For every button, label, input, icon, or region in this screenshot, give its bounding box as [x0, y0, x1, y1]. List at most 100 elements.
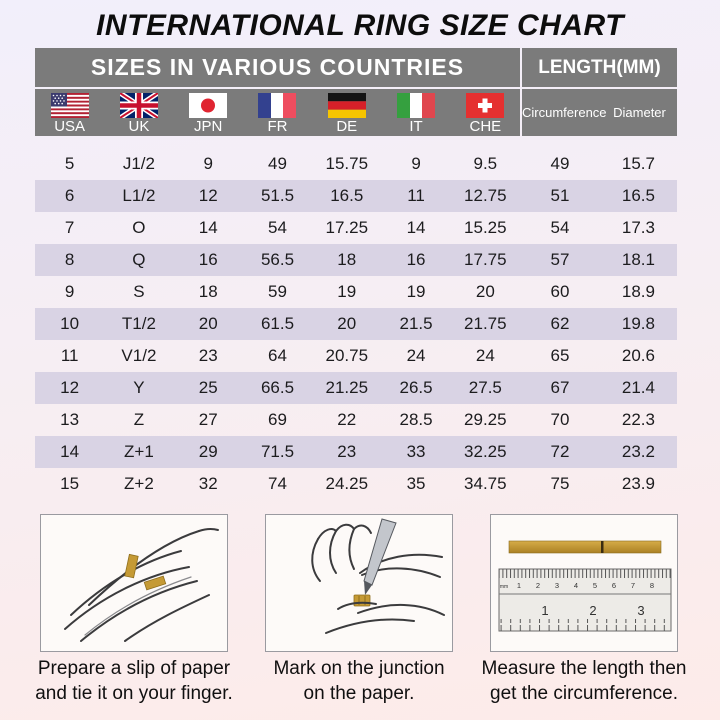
france-flag-icon: [258, 92, 297, 118]
ruler-inch-number: 1: [541, 603, 548, 618]
table-cell: 12.75: [464, 186, 507, 205]
ruler-measure-illustration: mm 1 2 3 4 5 6 7 8 1 2 3: [498, 540, 672, 632]
table-cell: 10: [60, 314, 80, 333]
table-row: 11 V1/2 23 64 20.75 24 24 65 20.6: [35, 340, 677, 372]
table-cell: 49: [550, 154, 570, 173]
table-cell: 23: [337, 442, 357, 461]
uk-flag-icon: [119, 92, 158, 118]
column-label-circumference: Circumference: [522, 105, 607, 120]
table-cell: 22: [337, 410, 357, 429]
ruler-cm-number: 8: [650, 581, 654, 590]
ruler-cm-number: 7: [631, 581, 635, 590]
table-cell: 33: [406, 442, 426, 461]
table-cell: 23: [198, 346, 218, 365]
table-cell: Z+2: [124, 474, 154, 493]
table-cell: 28.5: [399, 410, 433, 429]
column-label-usa: USA: [54, 117, 86, 135]
column-label-uk: UK: [128, 117, 150, 135]
table-row: 10 T1/2 20 61.5 20 21.5 21.75 62 19.8: [35, 308, 677, 340]
table-cell: 34.75: [464, 474, 507, 493]
table-cell: 14: [60, 442, 80, 461]
japan-flag-icon: [189, 92, 228, 118]
instruction-caption-2: Mark on the junction on the paper.: [239, 656, 479, 706]
length-group-header: LENGTH(MM): [522, 48, 677, 87]
table-cell: 71.5: [260, 442, 295, 461]
table-cell: 19: [337, 282, 357, 301]
table-cell: 9: [64, 282, 75, 301]
column-label-diameter: Diameter: [613, 105, 666, 120]
table-cell: 12: [60, 378, 80, 397]
countries-group-label: SIZES IN VARIOUS COUNTRIES: [90, 54, 465, 80]
table-cell: 65: [550, 346, 570, 365]
table-cell: 5: [64, 154, 75, 173]
column-header-jpn: JPN: [174, 91, 243, 135]
table-cell: 22.3: [621, 410, 655, 429]
table-cell: 9.5: [473, 154, 498, 173]
table-cell: 20: [475, 282, 495, 301]
instruction-caption-1: Prepare a slip of paper and tie it on yo…: [14, 656, 254, 706]
table-cell: 16.5: [330, 186, 364, 205]
column-header-de: DE: [312, 91, 381, 135]
length-group-label: LENGTH(MM): [538, 56, 661, 78]
column-header-fr: FR: [243, 91, 312, 135]
column-header-usa: USA: [35, 91, 104, 135]
table-cell: 24.25: [325, 474, 369, 493]
table-cell: 12: [198, 186, 218, 205]
table-cell: 16: [406, 250, 426, 269]
table-cell: 61.5: [260, 314, 295, 333]
italy-flag-icon: [397, 92, 436, 118]
table-row: 15 Z+2 32 74 24.25 35 34.75 75 23.9: [35, 468, 677, 500]
table-cell: 6: [64, 186, 75, 205]
instruction-box-1: [40, 514, 228, 652]
table-cell: 51.5: [260, 186, 295, 205]
column-label-che: CHE: [469, 117, 502, 135]
table-cell: L1/2: [122, 186, 156, 205]
table-cell: 15.75: [325, 154, 369, 173]
caption-line: on the paper.: [303, 683, 415, 704]
ruler-cm-number: 6: [612, 581, 616, 590]
caption-line: and tie it on your finger.: [35, 683, 233, 704]
ruler-inch-number: 2: [589, 603, 596, 618]
table-cell: 23.9: [621, 474, 655, 493]
paper-strip-piece: [143, 575, 167, 591]
caption-line: Mark on the junction: [273, 658, 445, 679]
usa-flag-icon: [50, 92, 89, 118]
table-cell: 29.25: [464, 410, 507, 429]
column-label-it: IT: [409, 117, 423, 135]
table-cell: Q: [132, 250, 146, 269]
table-cell: 27.5: [468, 378, 502, 397]
ruler-cm-number: 4: [574, 581, 578, 590]
table-cell: 9: [203, 154, 213, 173]
table-cell: 16.5: [621, 186, 655, 205]
table-cell: S: [133, 282, 145, 301]
table-cell: 57: [550, 250, 570, 269]
table-row: 8 Q 16 56.5 18 16 17.75 57 18.1: [35, 244, 677, 276]
pen-tip: [364, 581, 372, 595]
ruler-cm-number: 1: [517, 581, 521, 590]
paper-strip-on-finger: [353, 594, 371, 607]
table-cell: 49: [268, 154, 287, 173]
table-cell: 20.75: [325, 346, 369, 365]
table-cell: J1/2: [122, 154, 155, 173]
table-row: 6 L1/2 12 51.5 16.5 11 12.75 51 16.5: [35, 180, 677, 212]
table-cell: 69: [268, 410, 287, 429]
table-cell: 7: [64, 218, 75, 237]
table-cell: 15.7: [621, 154, 655, 173]
table-cell: 11: [407, 186, 425, 205]
measured-paper-strip: [508, 540, 662, 554]
ruler-inch-number: 3: [637, 603, 644, 618]
column-label-de: DE: [336, 117, 358, 135]
column-label-fr: FR: [267, 117, 288, 135]
switzerland-flag-icon: [466, 92, 505, 118]
table-cell: 20: [198, 314, 218, 333]
table-cell: 66.5: [260, 378, 295, 397]
junction-mark: [601, 541, 604, 553]
table-cell: 11: [60, 346, 79, 365]
table-cell: 26.5: [399, 378, 433, 397]
hand-with-paper-strip-illustration: [64, 527, 219, 642]
table-cell: 21.25: [325, 378, 369, 397]
table-cell: 54: [268, 218, 287, 237]
table-cell: 56.5: [260, 250, 295, 269]
instruction-box-3: mm 1 2 3 4 5 6 7 8 1 2 3: [490, 514, 678, 652]
table-cell: 25: [198, 378, 218, 397]
